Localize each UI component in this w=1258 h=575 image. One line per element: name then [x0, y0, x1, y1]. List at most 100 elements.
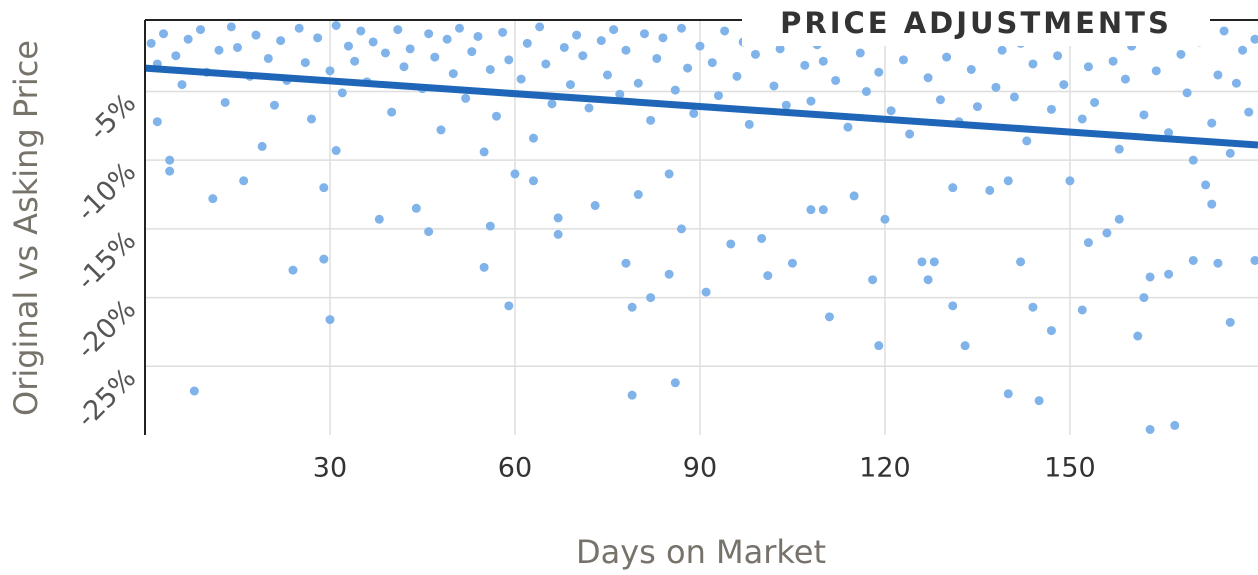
point	[559, 42, 569, 52]
point	[498, 27, 508, 37]
x-tick-label: 30	[313, 453, 347, 484]
point	[276, 36, 286, 46]
point	[479, 147, 489, 157]
point	[269, 100, 279, 110]
point	[639, 29, 649, 39]
point	[232, 42, 242, 52]
point	[1108, 56, 1118, 66]
point	[547, 99, 557, 109]
point	[824, 312, 834, 322]
point	[430, 52, 440, 62]
point	[781, 100, 791, 110]
point	[683, 63, 693, 73]
point	[535, 22, 545, 32]
point	[818, 56, 828, 66]
point	[528, 133, 538, 143]
x-axis-label: Days on Market	[576, 533, 826, 571]
x-tick-label: 120	[859, 453, 911, 484]
point	[343, 41, 353, 51]
point	[1046, 104, 1056, 114]
point	[602, 70, 612, 80]
point	[467, 47, 477, 57]
point	[1139, 110, 1149, 120]
y-axis-label: Original vs Asking Price	[7, 40, 45, 416]
point	[763, 271, 773, 281]
point	[1201, 180, 1211, 190]
point	[1053, 51, 1063, 61]
point	[263, 53, 273, 63]
point	[806, 205, 816, 215]
point	[1120, 74, 1130, 84]
point	[1077, 305, 1087, 315]
point	[442, 34, 452, 44]
point	[1145, 272, 1155, 282]
point	[325, 315, 335, 325]
point	[849, 191, 859, 201]
point	[1090, 97, 1100, 107]
point	[713, 91, 723, 101]
point	[1003, 176, 1013, 186]
point	[757, 233, 767, 243]
point	[189, 386, 199, 396]
point	[670, 378, 680, 388]
point	[313, 33, 323, 43]
point	[528, 176, 538, 186]
point	[454, 23, 464, 33]
point	[1188, 155, 1198, 165]
point	[1022, 136, 1032, 146]
grid: 30 60 90 120 150 -5% -10%-15%-20%-25%	[71, 20, 1258, 484]
point	[165, 155, 175, 165]
point	[356, 26, 366, 36]
point	[152, 117, 162, 127]
point	[1188, 255, 1198, 265]
point	[1250, 255, 1258, 265]
point	[1114, 214, 1124, 224]
point	[1207, 118, 1217, 128]
point	[898, 55, 908, 65]
point	[929, 257, 939, 267]
point	[541, 59, 551, 69]
point	[806, 96, 816, 106]
point	[1009, 92, 1019, 102]
point	[880, 214, 890, 224]
point	[615, 89, 625, 99]
y-tick-label: -10%	[71, 156, 142, 227]
point	[701, 287, 711, 297]
point	[621, 45, 631, 55]
point	[158, 29, 168, 39]
point	[1083, 62, 1093, 72]
point	[689, 108, 699, 118]
point	[1182, 88, 1192, 98]
point	[399, 62, 409, 72]
point	[473, 31, 483, 41]
point	[775, 44, 785, 54]
point	[1083, 238, 1093, 248]
point	[818, 205, 828, 215]
point	[251, 30, 261, 40]
point	[720, 26, 730, 36]
point	[522, 38, 532, 48]
point	[448, 69, 458, 79]
point	[695, 41, 705, 51]
point	[380, 48, 390, 58]
point	[1164, 269, 1174, 279]
point	[1016, 257, 1026, 267]
trend-line	[144, 64, 1258, 149]
point	[905, 129, 915, 139]
point	[1225, 317, 1235, 327]
point	[972, 102, 982, 112]
point	[960, 341, 970, 351]
point	[325, 66, 335, 76]
point	[436, 125, 446, 135]
point	[1170, 420, 1180, 430]
point	[1065, 176, 1075, 186]
point	[997, 45, 1007, 55]
point	[387, 107, 397, 117]
x-tick-label: 150	[1044, 453, 1096, 484]
point	[177, 80, 187, 90]
point	[1231, 78, 1241, 88]
point	[923, 73, 933, 83]
point	[732, 71, 742, 81]
point	[572, 30, 582, 40]
